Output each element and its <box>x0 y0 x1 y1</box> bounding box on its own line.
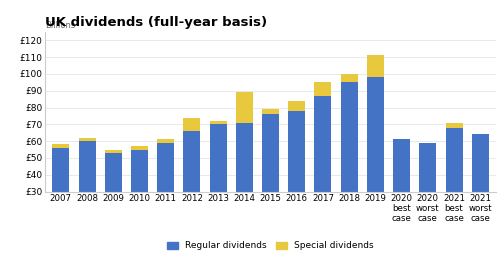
Bar <box>367 55 384 77</box>
Bar <box>393 139 410 192</box>
Bar <box>445 123 462 128</box>
Bar <box>52 144 69 148</box>
Bar <box>315 82 332 96</box>
Bar <box>131 146 148 149</box>
Bar <box>315 96 332 192</box>
Bar <box>419 143 436 192</box>
Bar <box>288 101 305 111</box>
Bar <box>341 74 358 82</box>
Bar <box>209 124 226 192</box>
Bar <box>341 82 358 192</box>
Bar <box>79 138 96 141</box>
Text: UK dividends (full-year basis): UK dividends (full-year basis) <box>45 16 267 29</box>
Bar <box>183 131 200 192</box>
Bar <box>236 123 253 192</box>
Bar <box>262 114 279 192</box>
Text: Billions: Billions <box>45 21 75 30</box>
Bar <box>131 149 148 192</box>
Bar <box>262 109 279 114</box>
Bar <box>288 111 305 192</box>
Bar <box>472 134 489 192</box>
Bar <box>445 128 462 192</box>
Bar <box>79 141 96 192</box>
Legend: Regular dividends, Special dividends: Regular dividends, Special dividends <box>164 238 377 254</box>
Bar <box>183 118 200 131</box>
Bar <box>157 139 174 143</box>
Bar <box>105 153 122 192</box>
Bar <box>236 92 253 123</box>
Bar <box>209 121 226 124</box>
Bar <box>157 143 174 192</box>
Bar <box>52 148 69 192</box>
Bar <box>367 77 384 192</box>
Bar <box>105 149 122 153</box>
